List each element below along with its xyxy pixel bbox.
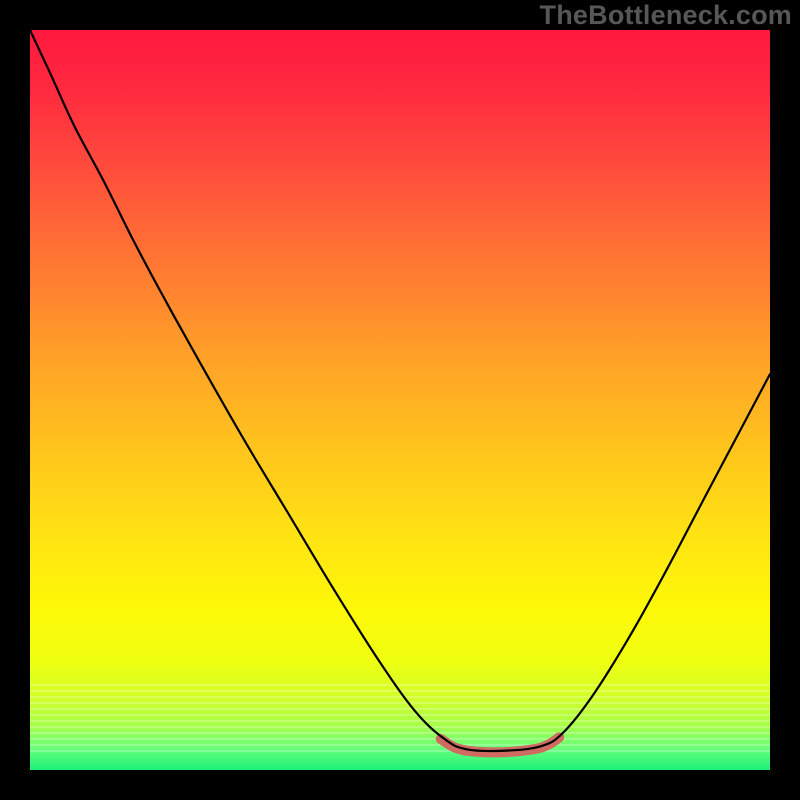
watermark-text: TheBottleneck.com (540, 0, 792, 31)
chart-root: TheBottleneck.com (0, 0, 800, 800)
plot-background (30, 30, 770, 770)
chart-svg (0, 0, 800, 800)
